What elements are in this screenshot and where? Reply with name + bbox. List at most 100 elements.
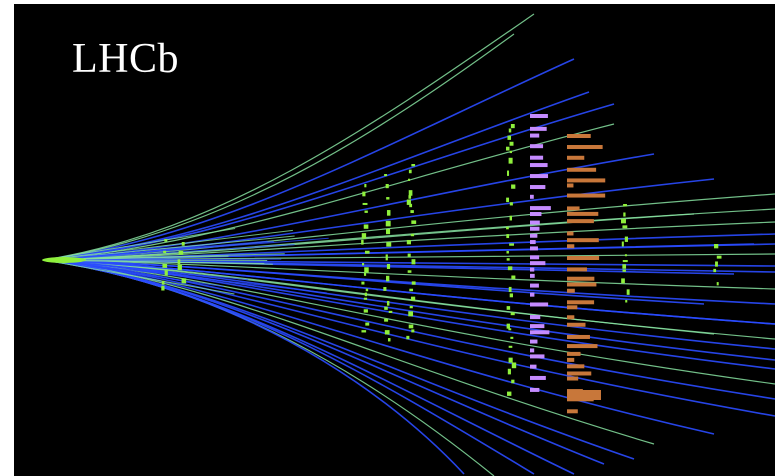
hit-marker — [621, 278, 625, 284]
hit-marker — [384, 318, 389, 322]
ecal-bar — [530, 364, 537, 369]
hit-marker — [511, 275, 516, 279]
track-line — [43, 259, 705, 305]
ecal-bar — [530, 387, 540, 392]
hit-marker — [362, 202, 368, 205]
hit-marker — [510, 336, 514, 339]
hit-marker — [410, 210, 414, 214]
hit-marker — [387, 338, 391, 342]
hit-marker — [388, 310, 393, 313]
hit-marker — [509, 141, 514, 146]
hcal-bar — [567, 267, 587, 272]
track-line — [43, 58, 575, 261]
hit-marker — [386, 263, 391, 269]
ecal-bar — [530, 133, 540, 138]
hcal-bar — [567, 282, 597, 287]
hit-marker — [411, 220, 417, 224]
hit-marker — [509, 215, 513, 221]
hcal-bar — [567, 357, 575, 362]
hit-marker — [407, 270, 412, 273]
hit-marker — [406, 335, 410, 340]
hcal-bar — [567, 145, 603, 150]
hit-marker — [407, 253, 411, 257]
hcal-bar — [567, 244, 575, 249]
hit-marker — [626, 289, 630, 295]
hit-marker — [363, 272, 367, 276]
event-display: LHCb — [14, 4, 775, 476]
track-line — [43, 259, 575, 475]
ecal-bar — [530, 240, 536, 245]
hcal-bar — [567, 276, 595, 281]
ecal-bar — [530, 246, 538, 251]
hit-marker — [161, 280, 165, 285]
hit-marker — [384, 330, 390, 335]
track-line — [43, 244, 295, 261]
ecal-bar — [530, 261, 546, 266]
hit-marker — [716, 282, 719, 286]
experiment-label: LHCb — [72, 36, 179, 82]
hit-marker — [386, 275, 390, 282]
ecal-bar — [530, 155, 544, 160]
hit-marker — [623, 204, 627, 207]
ecal-bar — [530, 194, 534, 199]
ecal-bar — [530, 174, 549, 179]
hit-marker — [164, 239, 168, 242]
hit-marker — [506, 323, 510, 329]
ecal-bar — [530, 255, 540, 260]
hit-marker — [507, 391, 512, 396]
hit-marker — [386, 197, 390, 200]
ecal-bar — [530, 324, 545, 329]
hcal-bar — [567, 315, 575, 320]
hit-marker — [408, 311, 414, 317]
hit-marker — [508, 128, 512, 133]
ecal-bar — [530, 315, 541, 320]
hit-marker — [508, 345, 513, 348]
hit-marker — [181, 278, 187, 284]
hit-marker — [386, 242, 392, 247]
detector-hits — [42, 124, 722, 396]
hit-marker — [508, 328, 512, 331]
hit-marker — [385, 220, 391, 227]
hit-marker — [406, 199, 411, 205]
ecal-bar — [530, 226, 540, 231]
hit-marker — [625, 299, 628, 303]
hit-marker — [411, 164, 416, 167]
track-line — [43, 103, 615, 261]
hit-marker — [363, 224, 369, 229]
track-line — [43, 259, 224, 288]
ecal-bar — [530, 212, 542, 217]
ecal-bar — [530, 375, 546, 380]
hcal-bar — [567, 344, 598, 349]
hit-marker — [622, 269, 626, 272]
hit-marker — [509, 243, 514, 246]
hit-marker — [385, 184, 389, 189]
hit-marker — [409, 305, 413, 309]
ecal-bar — [530, 292, 535, 297]
hit-marker — [383, 287, 387, 291]
hit-marker — [411, 259, 416, 265]
hit-marker — [411, 281, 416, 285]
ecal-bar — [530, 163, 548, 168]
ecal-bar — [530, 114, 548, 118]
hit-marker — [716, 255, 722, 259]
hit-marker — [508, 157, 513, 164]
hit-marker — [361, 281, 365, 285]
track-line — [43, 228, 236, 261]
hit-marker — [507, 266, 513, 271]
hcal-bar — [567, 409, 578, 414]
hit-marker — [181, 242, 185, 246]
ecal-bar — [530, 330, 550, 335]
hcal-bar — [567, 134, 591, 138]
hit-marker — [715, 261, 718, 267]
hit-marker — [364, 210, 368, 213]
hit-marker — [177, 264, 182, 271]
track-line — [43, 259, 775, 290]
hcal-bar — [567, 256, 600, 261]
track-line — [43, 259, 327, 294]
hit-marker — [510, 312, 515, 316]
ecal-bar — [530, 185, 546, 190]
hcal-bar — [567, 351, 581, 356]
calorimeter-deposits — [530, 114, 606, 414]
particle-tracks — [42, 13, 775, 476]
hit-marker — [364, 267, 369, 273]
